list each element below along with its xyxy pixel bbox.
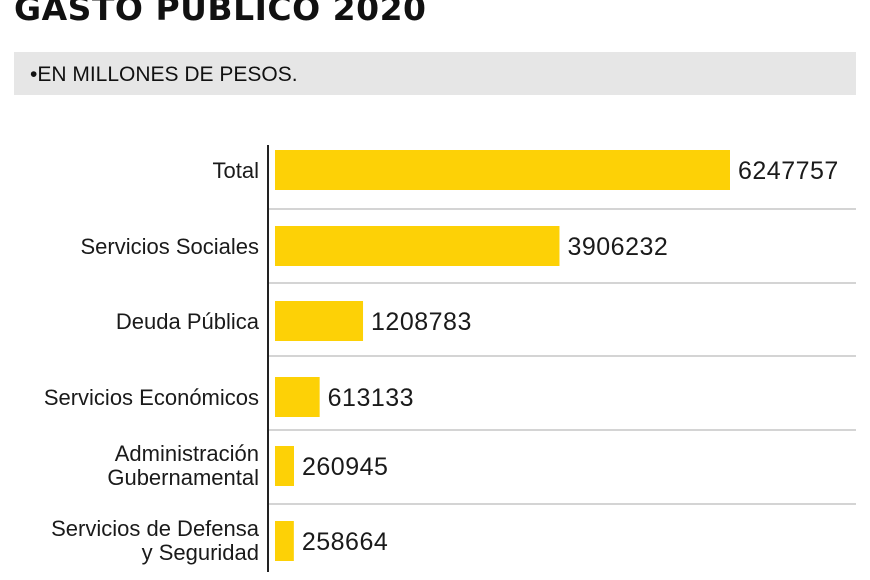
value-label: 260945 xyxy=(302,453,388,481)
category-label: Total xyxy=(213,158,259,183)
category-label: Servicios Económicos xyxy=(44,385,259,410)
bar xyxy=(275,301,364,341)
category-label: Servicios de Defensa y Seguridad xyxy=(51,516,260,565)
value-label: 613133 xyxy=(328,384,414,412)
value-label: 3906232 xyxy=(567,233,668,261)
category-label-line: Administración xyxy=(115,441,259,466)
page-title: GASTO PÚBLICO 2020 xyxy=(14,0,427,28)
category-label: Deuda Pública xyxy=(116,309,260,334)
bar xyxy=(275,377,320,417)
category-label: Administración Gubernamental xyxy=(107,441,259,490)
bar xyxy=(275,446,295,486)
bar xyxy=(275,226,560,266)
subtitle-band: •EN MILLONES DE PESOS. xyxy=(14,52,856,95)
bar xyxy=(275,521,294,561)
category-label-line: Servicios de Defensa xyxy=(51,516,260,541)
value-label: 1208783 xyxy=(371,308,472,336)
value-label: 258664 xyxy=(302,528,388,556)
category-label: Servicios Sociales xyxy=(80,234,259,259)
value-label: 6247757 xyxy=(738,157,839,185)
chart-subtitle: •EN MILLONES DE PESOS. xyxy=(30,63,298,86)
category-label-line: Gubernamental xyxy=(107,465,259,490)
category-label-line: y Seguridad xyxy=(142,540,259,565)
bar xyxy=(275,150,730,190)
